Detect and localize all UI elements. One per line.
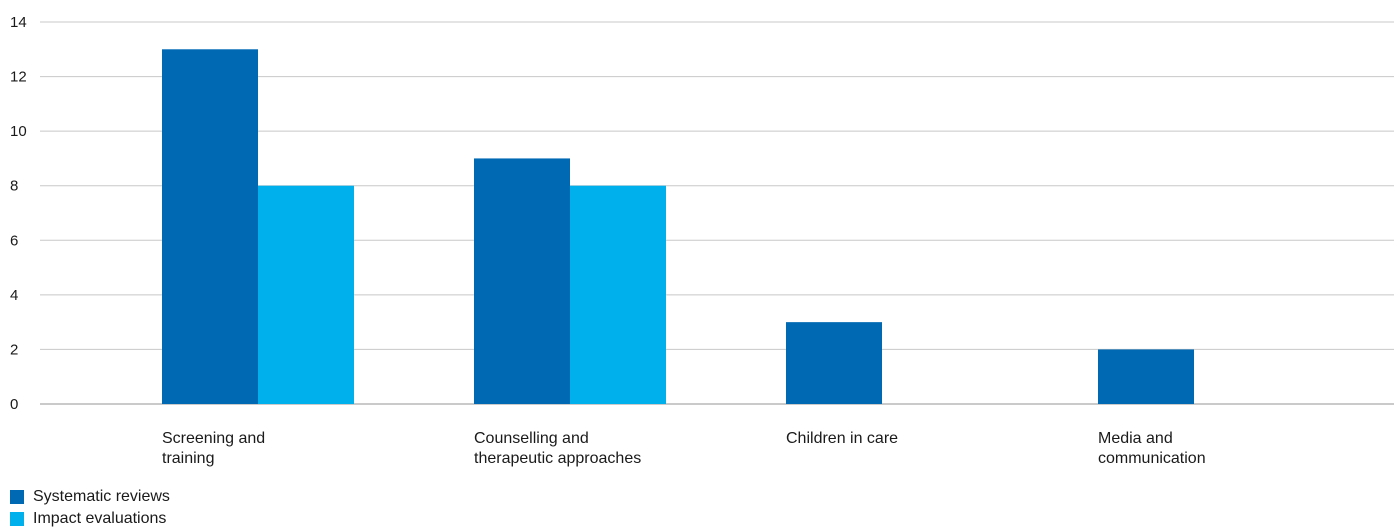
legend-swatch [10,512,24,526]
y-tick-label: 14 [10,14,27,31]
y-tick-label: 12 [10,69,27,86]
y-tick-label: 4 [10,287,18,304]
x-category-label: Counselling and therapeutic approaches [474,430,641,467]
y-tick-label: 2 [10,341,18,358]
x-category-label: Children in care [786,430,898,447]
bar-impact-evaluations [570,185,666,404]
y-tick-label: 10 [10,123,27,140]
y-tick-label: 6 [10,232,18,249]
legend-item: Impact evaluations [10,508,170,530]
x-category-label: Screening and training [162,430,265,467]
y-axis-ticks: 0 2 4 6 8 10 12 14 [10,14,27,413]
legend-item: Systematic reviews [10,486,170,508]
legend: Systematic reviews Impact evaluations [10,486,170,530]
bar-impact-evaluations [258,185,354,404]
bar-chart: 0 2 4 6 8 10 12 14 Screening and training Counsel… [10,14,1394,467]
legend-swatch [10,490,24,504]
bar-systematic-reviews [786,322,882,404]
legend-label: Impact evaluations [33,510,167,527]
x-axis-labels: Screening and training Counselling and ther… [162,430,1206,467]
bar-systematic-reviews [1098,349,1194,404]
bar-systematic-reviews [162,49,258,405]
y-tick-label: 8 [10,178,18,195]
bar-systematic-reviews [474,158,570,404]
x-category-label: Media and communication [1098,430,1206,467]
bars [162,49,1194,405]
y-tick-label: 0 [10,396,18,413]
legend-label: Systematic reviews [33,488,170,505]
